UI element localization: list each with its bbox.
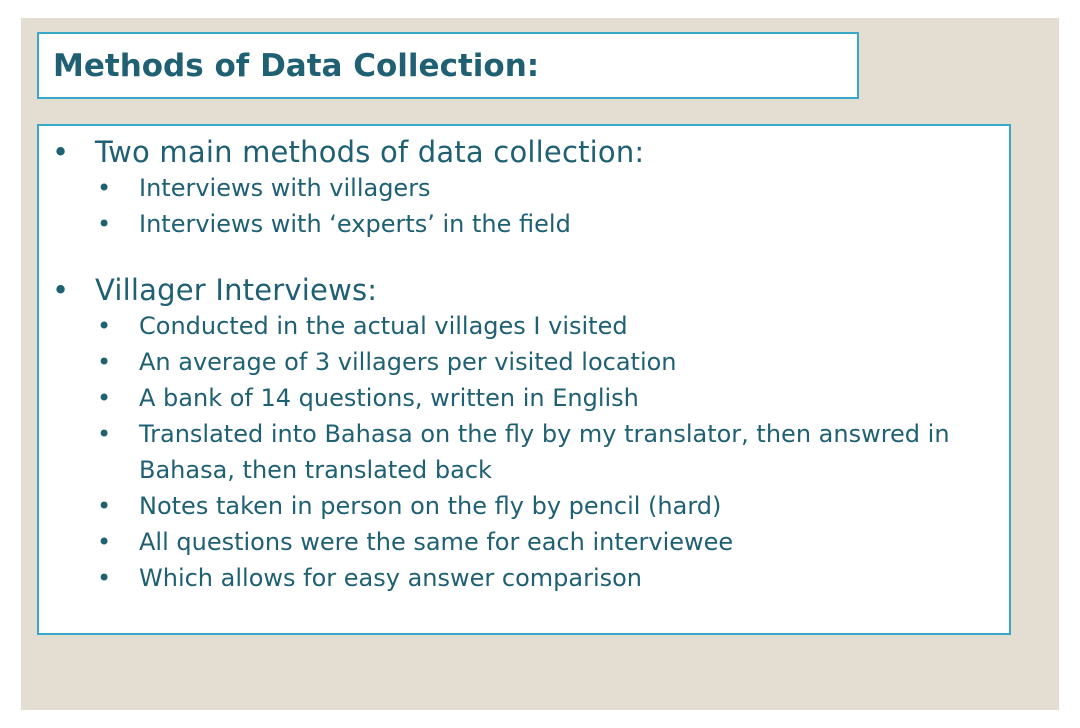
sub-item-text: Conducted in the actual villages I visit…: [139, 312, 628, 340]
section-heading: Villager Interviews:: [95, 273, 378, 307]
sub-bullet-icon: •: [97, 564, 112, 592]
sub-item-text: An average of 3 villagers per visited lo…: [139, 348, 677, 376]
sub-list-item: • Conducted in the actual villages I vis…: [95, 308, 959, 344]
sub-bullet-icon: •: [97, 384, 112, 412]
sub-bullet-icon: •: [97, 312, 112, 340]
content-box: • Two main methods of data collection: •…: [37, 124, 1011, 635]
slide: Methods of Data Collection: • Two main m…: [21, 18, 1059, 710]
title-box: Methods of Data Collection:: [37, 32, 859, 99]
sub-item-text: Notes taken in person on the fly by penc…: [139, 492, 722, 520]
sub-list-item: • All questions were the same for each i…: [95, 524, 959, 560]
sub-bullet-list: • Conducted in the actual villages I vis…: [95, 308, 959, 596]
sub-bullet-icon: •: [97, 420, 112, 448]
sub-list-item: • Which allows for easy answer compariso…: [95, 560, 959, 596]
sub-list-item: • Translated into Bahasa on the fly by m…: [95, 416, 959, 488]
bullet-icon: •: [52, 273, 70, 307]
sub-item-text: Which allows for easy answer comparison: [139, 564, 643, 592]
sub-bullet-icon: •: [97, 492, 112, 520]
sub-list-item: • Interviews with villagers: [95, 170, 959, 206]
sub-bullet-list: • Interviews with villagers • Interviews…: [95, 170, 959, 242]
sub-bullet-icon: •: [97, 210, 112, 238]
slide-title: Methods of Data Collection:: [53, 48, 540, 84]
sub-bullet-icon: •: [97, 348, 112, 376]
list-item: • Two main methods of data collection: •…: [39, 134, 959, 242]
sub-bullet-icon: •: [97, 174, 112, 202]
sub-item-text: Interviews with villagers: [139, 174, 431, 202]
bullet-list: • Two main methods of data collection: •…: [39, 134, 959, 596]
sub-item-text: A bank of 14 questions, written in Engli…: [139, 384, 639, 412]
sub-bullet-icon: •: [97, 528, 112, 556]
list-item: • Villager Interviews: • Conducted in th…: [39, 272, 959, 596]
sub-list-item: • An average of 3 villagers per visited …: [95, 344, 959, 380]
bullet-icon: •: [52, 135, 70, 169]
sub-item-text: All questions were the same for each int…: [139, 528, 734, 556]
sub-item-text: Interviews with ‘experts’ in the field: [139, 210, 571, 238]
sub-list-item: • Notes taken in person on the fly by pe…: [95, 488, 959, 524]
sub-list-item: • A bank of 14 questions, written in Eng…: [95, 380, 959, 416]
section-heading: Two main methods of data collection:: [95, 135, 645, 169]
sub-item-text: Translated into Bahasa on the fly by my …: [139, 420, 950, 484]
sub-list-item: • Interviews with ‘experts’ in the field: [95, 206, 959, 242]
